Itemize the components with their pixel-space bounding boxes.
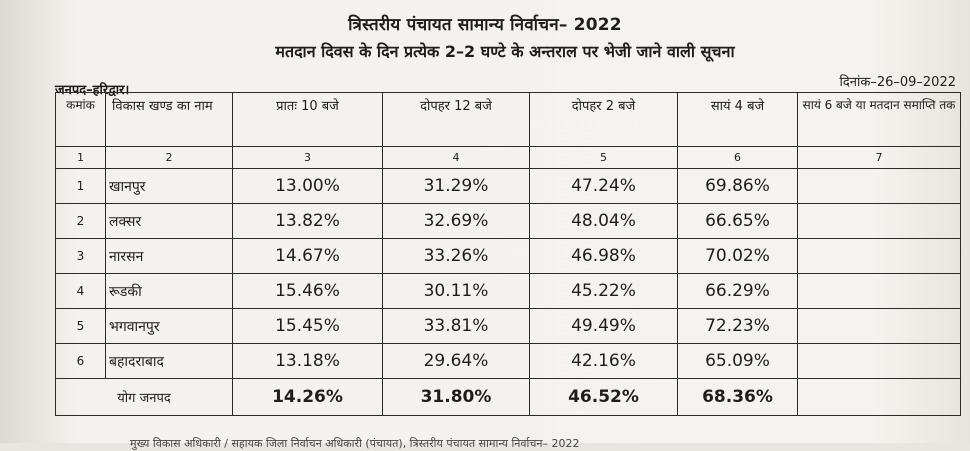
table-row: 6 बहादराबाद 13.18% 29.64% 42.16% 65.09% <box>55 343 961 379</box>
turnout-10am-cell: 14.67% <box>232 238 383 274</box>
turnout-4pm-cell: 69.86% <box>677 168 798 204</box>
turnout-12pm-cell: 29.64% <box>382 343 530 379</box>
turnout-10am-cell: 15.46% <box>232 273 383 309</box>
header-row: कमांक विकास खण्ड का नाम प्रातः 10 बजे दो… <box>55 92 961 147</box>
document-title: त्रिस्तरीय पंचायत सामान्य निर्वाचन– 2022 <box>348 15 622 35</box>
turnout-4pm-cell: 70.02% <box>677 238 798 274</box>
turnout-6pm-cell <box>797 203 961 239</box>
turnout-2pm-cell: 49.49% <box>529 308 678 344</box>
turnout-12pm-cell: 31.29% <box>382 168 530 204</box>
turnout-12pm-cell: 33.81% <box>382 308 530 344</box>
turnout-10am-cell: 15.45% <box>232 308 383 344</box>
column-number: 6 <box>677 146 798 169</box>
serial-cell: 1 <box>55 168 106 204</box>
turnout-10am-cell: 13.00% <box>232 168 383 204</box>
total-12pm-cell: 31.80% <box>382 378 530 416</box>
table-row: 5 भगवानपुर 15.45% 33.81% 49.49% 72.23% <box>55 308 961 344</box>
header-4pm: सायं 4 बजे <box>677 92 798 147</box>
turnout-4pm-cell: 66.65% <box>677 203 798 239</box>
turnout-2pm-cell: 42.16% <box>529 343 678 379</box>
header-2pm: दोपहर 2 बजे <box>529 92 678 147</box>
turnout-4pm-cell: 66.29% <box>677 273 798 309</box>
turnout-6pm-cell <box>797 238 961 274</box>
turnout-10am-cell: 13.18% <box>232 343 383 379</box>
serial-cell: 5 <box>55 308 106 344</box>
turnout-2pm-cell: 45.22% <box>529 273 678 309</box>
total-10am-cell: 14.26% <box>232 378 383 416</box>
block-name-cell: लक्सर <box>105 203 233 239</box>
column-number: 2 <box>105 146 233 169</box>
table-row: 1 खानपुर 13.00% 31.29% 47.24% 69.86% <box>55 168 961 204</box>
turnout-6pm-cell <box>797 273 961 309</box>
table-row: 3 नारसन 14.67% 33.26% 46.98% 70.02% <box>55 238 961 274</box>
table-row: 2 लक्सर 13.82% 32.69% 48.04% 66.65% <box>55 203 961 239</box>
serial-cell: 4 <box>55 273 106 309</box>
column-number: 3 <box>232 146 383 169</box>
serial-cell: 2 <box>55 203 106 239</box>
header-10am: प्रातः 10 बजे <box>232 92 383 147</box>
turnout-4pm-cell: 65.09% <box>677 343 798 379</box>
turnout-12pm-cell: 32.69% <box>382 203 530 239</box>
total-label: योग जनपद <box>55 378 233 416</box>
turnout-6pm-cell <box>797 343 961 379</box>
column-number: 4 <box>382 146 530 169</box>
document-subtitle: मतदान दिवस के दिन प्रत्येक 2–2 घण्टे के … <box>275 42 735 61</box>
turnout-2pm-cell: 46.98% <box>529 238 678 274</box>
total-6pm-cell <box>797 378 961 416</box>
column-number: 7 <box>797 146 961 169</box>
turnout-12pm-cell: 30.11% <box>382 273 530 309</box>
column-number: 1 <box>55 146 106 169</box>
footer-partial-text: मुख्य विकास अधिकारी / सहायक जिला निर्वाच… <box>130 437 580 450</box>
turnout-6pm-cell <box>797 308 961 344</box>
block-name-cell: बहादराबाद <box>105 343 233 379</box>
turnout-10am-cell: 13.82% <box>232 203 383 239</box>
total-2pm-cell: 46.52% <box>529 378 678 416</box>
header-serial: कमांक <box>55 92 106 147</box>
column-number: 5 <box>529 146 678 169</box>
turnout-12pm-cell: 33.26% <box>382 238 530 274</box>
block-name-cell: रूडकी <box>105 273 233 309</box>
table-row: 4 रूडकी 15.46% 30.11% 45.22% 66.29% <box>55 273 961 309</box>
date-label: दिनांक–26–09–2022 <box>839 75 956 90</box>
block-name-cell: भगवानपुर <box>105 308 233 344</box>
column-number-row: 1 2 3 4 5 6 7 <box>55 146 961 169</box>
total-row: योग जनपद 14.26% 31.80% 46.52% 68.36% <box>55 378 961 416</box>
turnout-2pm-cell: 48.04% <box>529 203 678 239</box>
serial-cell: 6 <box>55 343 106 379</box>
turnout-4pm-cell: 72.23% <box>677 308 798 344</box>
turnout-6pm-cell <box>797 168 961 204</box>
header-block-name: विकास खण्ड का नाम <box>105 92 233 147</box>
header-6pm: सायं 6 बजे या मतदान समाप्ति तक <box>797 92 961 147</box>
total-4pm-cell: 68.36% <box>677 378 798 416</box>
serial-cell: 3 <box>55 238 106 274</box>
header-12pm: दोपहर 12 बजे <box>382 92 530 147</box>
turnout-2pm-cell: 47.24% <box>529 168 678 204</box>
turnout-table: कमांक विकास खण्ड का नाम प्रातः 10 बजे दो… <box>55 92 961 416</box>
block-name-cell: खानपुर <box>105 168 233 204</box>
block-name-cell: नारसन <box>105 238 233 274</box>
